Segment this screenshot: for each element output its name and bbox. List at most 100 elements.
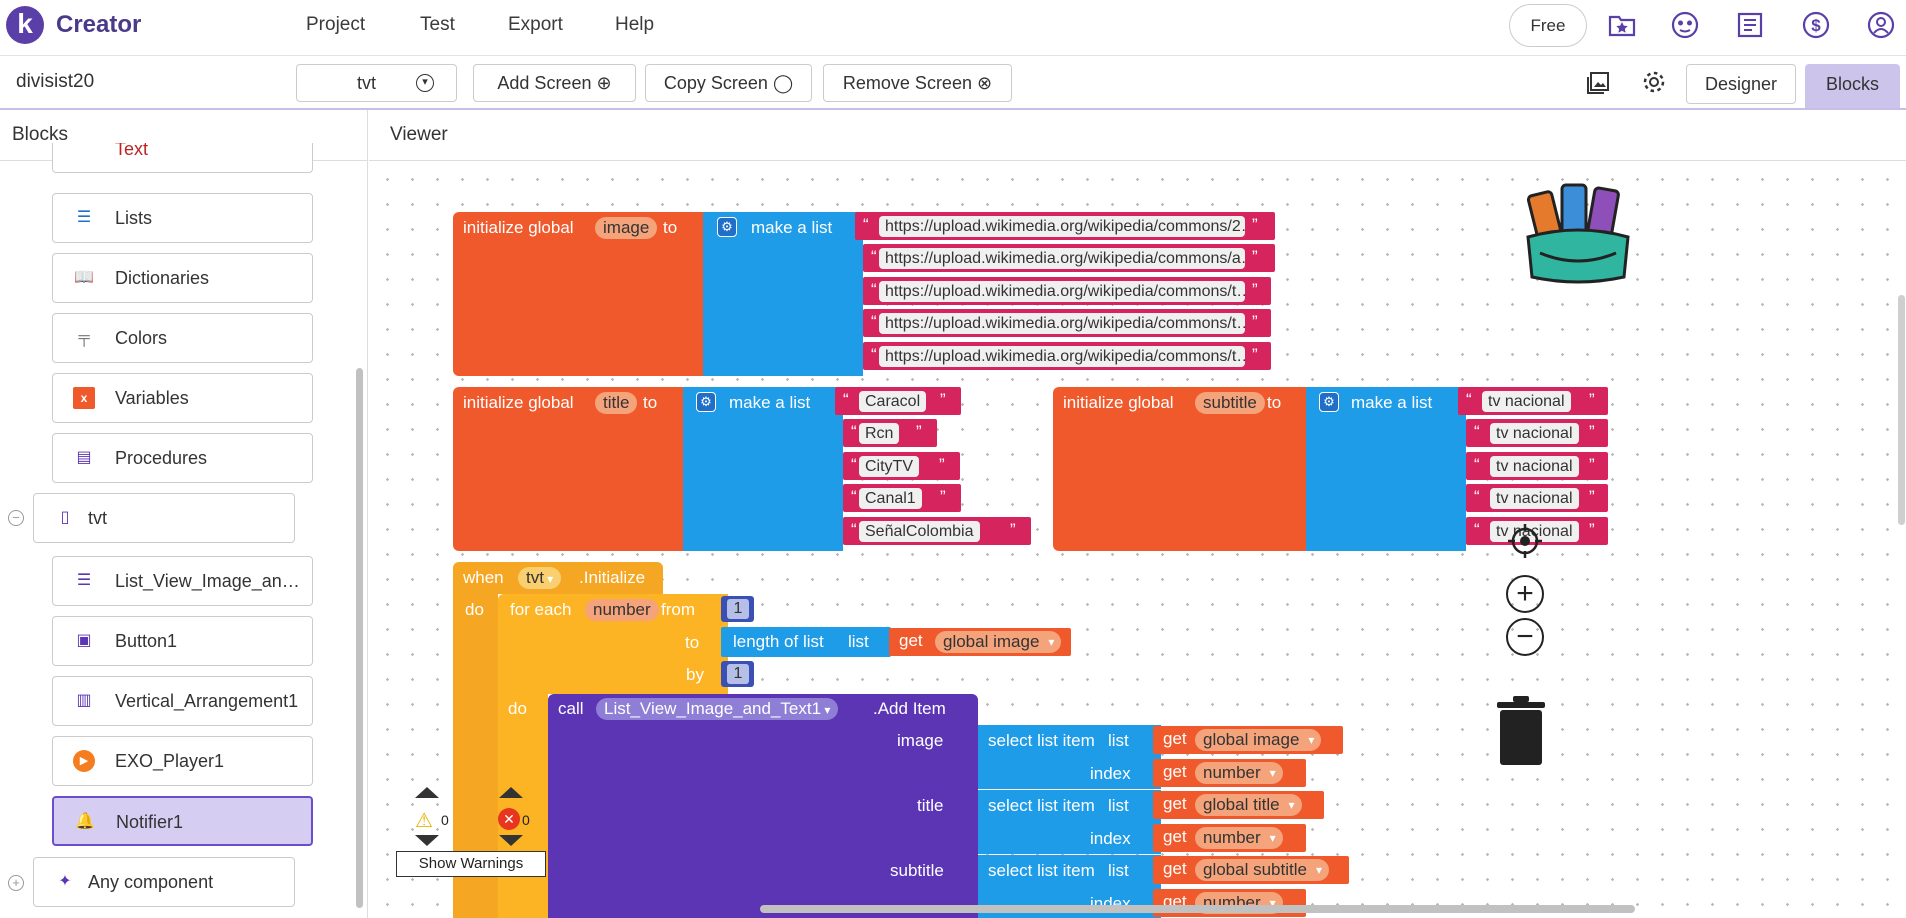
expand-toggle-icon[interactable]: + [8, 875, 24, 891]
text-value[interactable]: Canal1 [859, 488, 922, 509]
collapse-toggle-icon[interactable]: − [8, 510, 24, 526]
error-next-icon[interactable] [499, 835, 523, 846]
text-block[interactable]: “SeñalColombia” [843, 517, 1031, 545]
text-value[interactable]: Rcn [859, 423, 900, 444]
menu-test[interactable]: Test [420, 14, 455, 35]
get-var-dropdown[interactable]: global image [1195, 729, 1322, 751]
var-name-field[interactable]: title [595, 392, 638, 414]
any-component-item[interactable]: ✦ Any component [33, 857, 295, 907]
app-name[interactable]: Creator [56, 11, 142, 38]
component-button[interactable]: ▣ Button1 [52, 616, 313, 666]
zoom-out-icon[interactable]: − [1506, 618, 1544, 656]
add-screen-button[interactable]: Add Screen ⊕ [473, 64, 636, 102]
get-block[interactable]: get number [1153, 824, 1306, 852]
mutator-gear-icon[interactable]: ⚙ [696, 392, 716, 412]
text-block[interactable]: “tv nacional” [1458, 387, 1608, 415]
blocks-button[interactable]: Blocks [1805, 64, 1900, 108]
text-value[interactable]: tv nacional [1490, 488, 1579, 509]
text-value[interactable]: Caracol [859, 391, 927, 412]
workspace-horizontal-scrollbar[interactable] [760, 905, 1635, 913]
text-value[interactable]: tv nacional [1482, 391, 1571, 412]
trash-icon[interactable] [1495, 696, 1547, 766]
image-gallery-icon[interactable] [1585, 70, 1611, 96]
screen-tree-item[interactable]: ▯ tvt [33, 493, 295, 543]
number-block[interactable]: 1 [721, 596, 754, 622]
number-value[interactable]: 1 [727, 599, 749, 619]
dollar-icon[interactable]: $ [1801, 10, 1831, 40]
logo-icon[interactable]: k [6, 6, 44, 44]
select-list-item-block[interactable] [978, 790, 1161, 854]
event-component-dropdown[interactable]: tvt [518, 567, 562, 589]
menu-export[interactable]: Export [508, 14, 563, 35]
screen-selector[interactable]: tvt ▾ [296, 64, 457, 102]
text-value[interactable]: tv nacional [1490, 456, 1579, 477]
get-var-dropdown[interactable]: global title [1195, 794, 1302, 816]
workspace-vertical-scrollbar[interactable] [1898, 295, 1905, 525]
component-vertical-arrangement[interactable]: ▥ Vertical_Arrangement1 [52, 676, 313, 726]
call-component-dropdown[interactable]: List_View_Image_and_Text1 [596, 698, 839, 720]
get-block[interactable]: get global subtitle [1153, 856, 1349, 884]
blocks-workspace[interactable]: initialize global image to ⚙ make a list… [369, 161, 1906, 918]
mutator-gear-icon[interactable]: ⚙ [1319, 392, 1339, 412]
text-block[interactable]: “https://upload.wikimedia.org/wikipedia/… [855, 212, 1275, 240]
get-block[interactable]: get global image [889, 628, 1071, 656]
init-global-subtitle-block[interactable]: initialize global subtitle to ⚙ make a l… [1053, 387, 1623, 551]
recenter-icon[interactable] [1506, 522, 1544, 560]
backpack-icon[interactable] [1520, 179, 1636, 289]
gallery-star-icon[interactable] [1607, 10, 1637, 40]
length-of-list-block[interactable] [721, 627, 891, 657]
text-value[interactable]: https://upload.wikimedia.org/wikipedia/c… [879, 281, 1245, 302]
get-var-dropdown[interactable]: global subtitle [1195, 859, 1329, 881]
text-block[interactable]: “Canal1” [843, 484, 961, 512]
account-icon[interactable] [1866, 10, 1896, 40]
get-block[interactable]: get global image [1153, 726, 1343, 754]
library-icon[interactable] [1735, 10, 1765, 40]
text-value[interactable]: https://upload.wikimedia.org/wikipedia/c… [879, 313, 1245, 334]
text-value[interactable]: https://upload.wikimedia.org/wikipedia/c… [879, 216, 1245, 237]
get-block[interactable]: get number [1153, 759, 1306, 787]
text-block[interactable]: “CityTV” [843, 452, 960, 480]
number-block[interactable]: 1 [721, 661, 754, 687]
copy-screen-button[interactable]: Copy Screen ◯ [645, 64, 812, 102]
loop-var-field[interactable]: number [585, 599, 659, 621]
free-plan-button[interactable]: Free [1509, 4, 1587, 47]
text-block[interactable]: “https://upload.wikimedia.org/wikipedia/… [863, 309, 1271, 337]
warning-prev-icon[interactable] [415, 787, 439, 798]
mutator-gear-icon[interactable]: ⚙ [717, 217, 737, 237]
builtin-lists[interactable]: ☰ Lists [52, 193, 313, 243]
text-block[interactable]: “tv nacional” [1466, 419, 1608, 447]
builtin-variables[interactable]: x Variables [52, 373, 313, 423]
builtin-text[interactable]: Text [52, 143, 313, 173]
component-list-view[interactable]: ☰ List_View_Image_and_Text1 [52, 556, 313, 606]
text-block[interactable]: “https://upload.wikimedia.org/wikipedia/… [863, 277, 1271, 305]
number-value[interactable]: 1 [727, 664, 749, 684]
gear-icon[interactable] [1641, 69, 1667, 95]
text-value[interactable]: SeñalColombia [859, 521, 980, 542]
text-block[interactable]: “tv nacional” [1466, 484, 1608, 512]
text-value[interactable]: CityTV [859, 456, 919, 477]
get-block[interactable]: get global title [1153, 791, 1324, 819]
ai-face-icon[interactable] [1670, 10, 1700, 40]
init-global-title-block[interactable]: initialize global title to ⚙ make a list… [453, 387, 1031, 551]
when-initialize-event-block[interactable]: when tvt .Initialize do for each number … [453, 562, 1453, 918]
get-var-dropdown[interactable]: global image [935, 631, 1062, 653]
select-list-item-block[interactable] [978, 725, 1161, 789]
component-notifier[interactable]: 🔔 Notifier1 [52, 796, 313, 846]
designer-button[interactable]: Designer [1686, 64, 1796, 104]
text-block[interactable]: “Rcn” [843, 419, 937, 447]
menu-project[interactable]: Project [306, 14, 366, 35]
zoom-in-icon[interactable]: + [1506, 575, 1544, 613]
text-block[interactable]: “https://upload.wikimedia.org/wikipedia/… [863, 342, 1271, 370]
text-value[interactable]: https://upload.wikimedia.org/wikipedia/c… [879, 346, 1245, 367]
call-add-item-block[interactable] [548, 694, 978, 918]
var-name-field[interactable]: image [595, 217, 658, 239]
remove-screen-button[interactable]: Remove Screen ⊗ [823, 64, 1012, 102]
panel-scrollbar[interactable] [356, 368, 363, 908]
text-block[interactable]: “tv nacional” [1466, 452, 1608, 480]
get-var-dropdown[interactable]: number [1195, 762, 1283, 784]
builtin-colors[interactable]: ╤ Colors [52, 313, 313, 363]
text-block[interactable]: “https://upload.wikimedia.org/wikipedia/… [863, 244, 1275, 272]
text-value[interactable]: tv nacional [1490, 423, 1579, 444]
text-block[interactable]: “Caracol” [835, 387, 961, 415]
builtin-dictionaries[interactable]: 📖 Dictionaries [52, 253, 313, 303]
